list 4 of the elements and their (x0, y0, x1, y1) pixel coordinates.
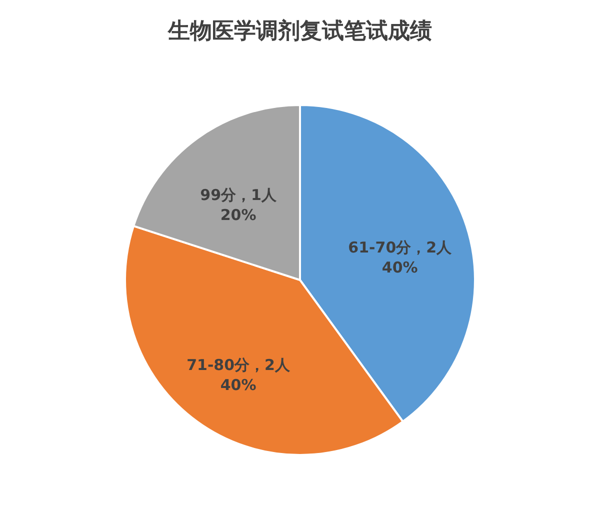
slice-label: 61-70分，2人 40% (348, 238, 453, 277)
chart-title: 生物医学调剂复试笔试成绩 (167, 18, 432, 44)
slice-label: 71-80分，2人 40% (186, 356, 291, 394)
slice-label: 99分，1人 20% (200, 186, 278, 224)
